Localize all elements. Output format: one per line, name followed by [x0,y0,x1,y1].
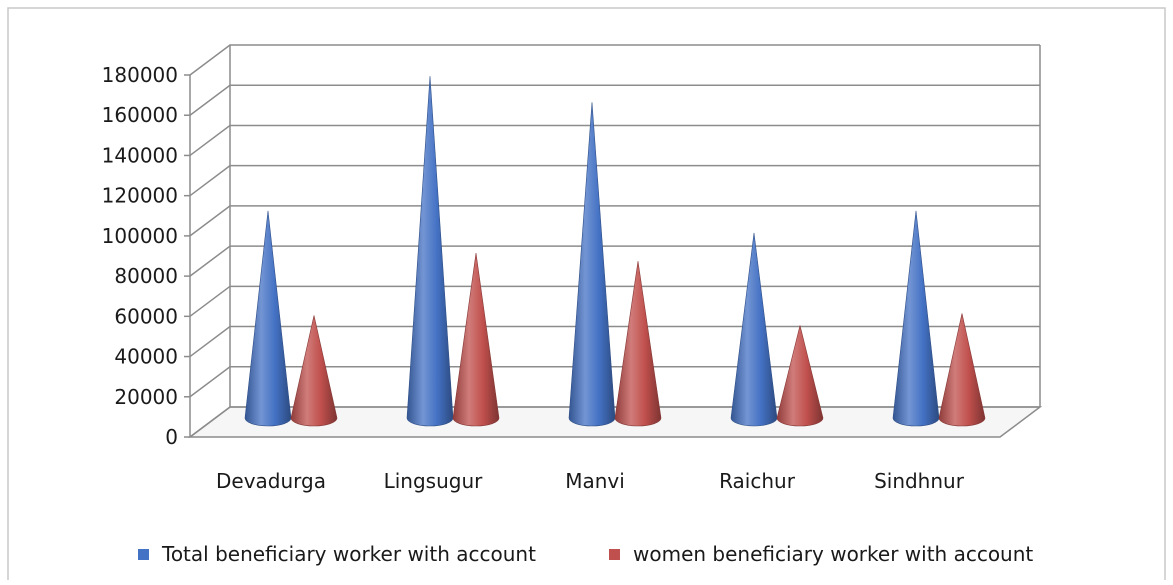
cone-women-lingsugur [452,253,500,427]
y-tick-label: 100000 [102,224,178,248]
legend-swatch [609,549,620,560]
gridlines [189,44,1040,438]
legend-label: Total beneficiary worker with account [161,542,536,566]
x-category-label: Lingsugur [384,469,484,493]
gridline [189,44,1040,76]
cone-total-raichur [730,232,778,427]
cone-total-devadurga [244,210,292,427]
gridline [189,285,1040,317]
y-tick-label: 60000 [114,304,178,328]
legend-swatch [138,549,149,560]
gridline [189,325,1040,358]
cone-total-manvi [568,102,616,427]
chart-border [7,7,1166,585]
cone-women-raichur [776,325,824,427]
gridline [189,205,1040,237]
y-tick-label: 180000 [102,63,178,87]
gridline [189,245,1040,277]
legend: Total beneficiary worker with account wom… [138,542,1033,566]
x-axis: Devadurga Lingsugur Manvi Raichur Sindhnur [216,469,965,493]
gridline [189,124,1040,157]
y-axis: 0 20000 40000 60000 80000 100000 120000 140000 1… [102,63,191,449]
y-tick-label: 120000 [102,184,178,208]
x-category-label: Raichur [719,469,796,493]
y-tick-label: 80000 [114,264,178,288]
cone-women-devadurga [290,315,338,427]
y-tick-label: 40000 [114,345,178,369]
y-tick-label: 20000 [114,385,178,409]
cone-total-lingsugur [406,76,454,427]
cone-women-sindhnur [938,313,986,427]
y-tick-label: 140000 [102,143,178,167]
gridline [189,164,1040,197]
gridline [189,84,1040,116]
cones [244,76,986,427]
x-category-label: Manvi [565,469,625,493]
legend-label: women beneficiary worker with account [633,542,1033,566]
x-category-label: Devadurga [216,469,326,493]
x-category-label: Sindhnur [874,469,965,493]
y-tick-label: 0 [165,425,178,449]
y-tick-label: 160000 [102,103,178,127]
cone-women-manvi [614,261,662,427]
cone-total-sindhnur [892,210,940,427]
